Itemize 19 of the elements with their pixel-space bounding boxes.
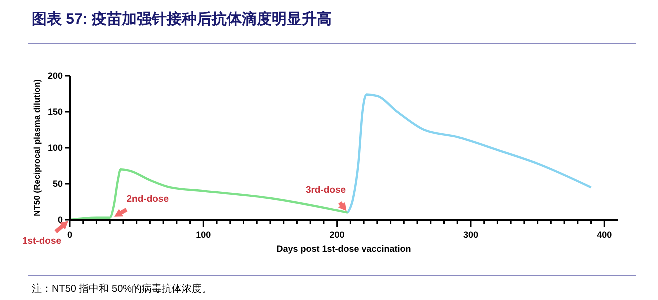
y-tick-label: 150 xyxy=(48,107,63,118)
x-axis-title: Days post 1st-dose vaccination xyxy=(276,244,412,254)
text: 注：NT50 指中和 50%的病毒抗体浓度。 xyxy=(32,283,212,295)
line-series xyxy=(68,168,350,222)
x-tick-label: 400 xyxy=(597,230,612,240)
chart-title: 图表 57: 疫苗加强针接种后抗体滴度明显升高 xyxy=(32,10,332,28)
y-tick-label: 0 xyxy=(58,215,63,226)
x-tick-label: 200 xyxy=(330,230,345,240)
annotation: 3rd-dose xyxy=(306,184,346,196)
x-tick-label: 0 xyxy=(67,230,73,240)
y-tick-label: 50 xyxy=(52,179,63,190)
x-tick-label: 300 xyxy=(463,230,478,240)
annotation: 2nd-dose xyxy=(126,194,170,205)
x-tick-label: 100 xyxy=(196,230,212,240)
y-axis-title: NT50 (Reciprocal plasma dilution) xyxy=(32,79,42,216)
y-tick-label: 100 xyxy=(48,143,63,154)
annotation: 1st-dose xyxy=(22,236,62,247)
line-series xyxy=(346,94,592,214)
y-tick-label: 200 xyxy=(48,71,63,82)
